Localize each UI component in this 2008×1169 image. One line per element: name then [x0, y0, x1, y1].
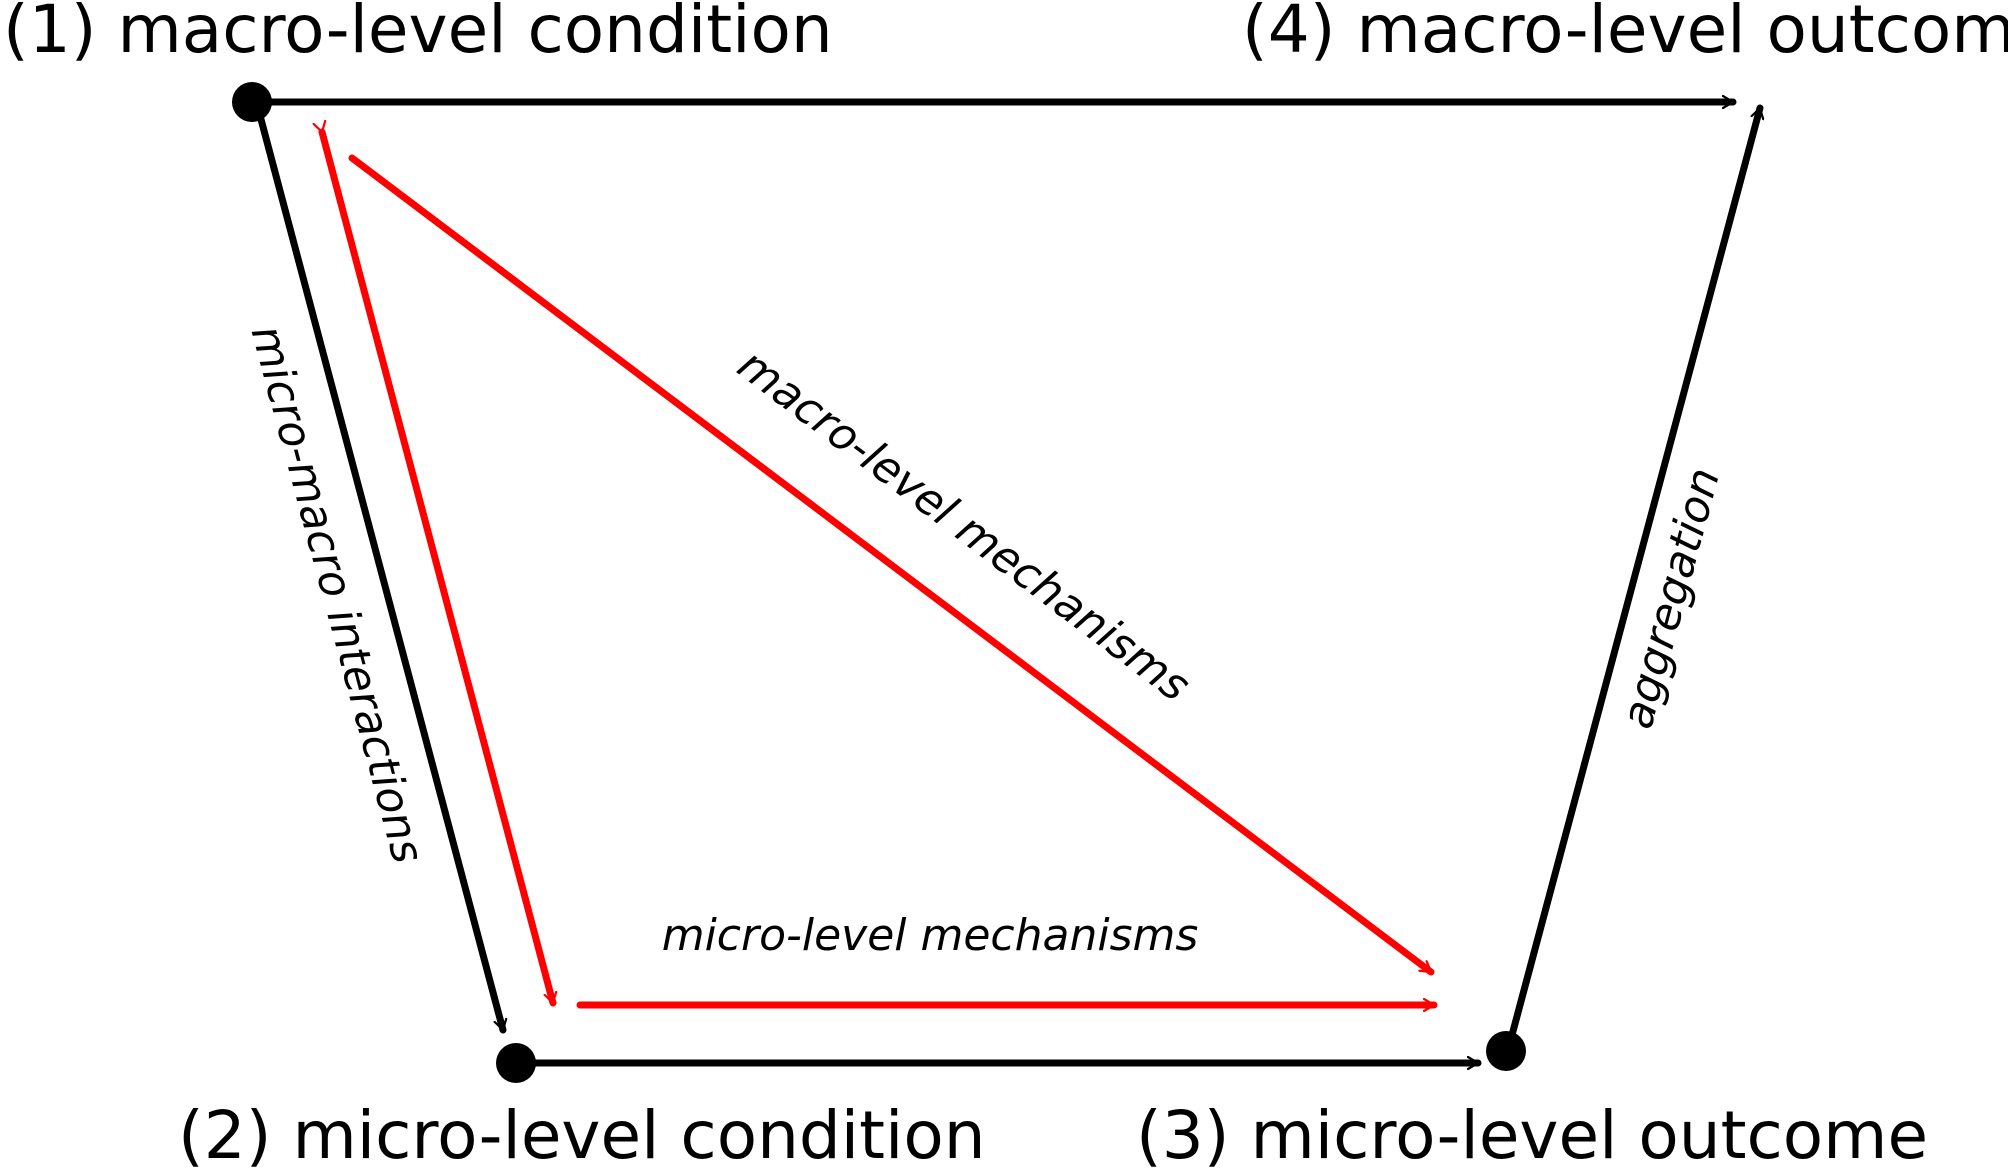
label-micro-level-condition: (2) micro-level condition	[178, 1097, 986, 1169]
label-macro-level-condition: (1) macro-level condition	[3, 0, 833, 68]
edge-red-double-arrow-macro-micro	[322, 132, 553, 1007]
node-dot-macro-condition	[232, 82, 272, 122]
label-macro-level-mechanisms: macro-level mechanisms	[728, 339, 1199, 712]
label-micro-level-outcome: (3) micro-level outcome	[1136, 1097, 1928, 1169]
edge-red-macro-level-mechanisms	[348, 154, 1435, 976]
node-dot-micro-outcome	[1486, 1031, 1526, 1071]
node-dot-micro-condition	[496, 1043, 536, 1083]
label-macro-level-outcome: (4) macro-level outcome	[1242, 0, 2008, 68]
label-micro-level-mechanisms: micro-level mechanisms	[662, 910, 1199, 961]
edge-micro-outcome-to-macro-outcome	[1504, 104, 1760, 1054]
